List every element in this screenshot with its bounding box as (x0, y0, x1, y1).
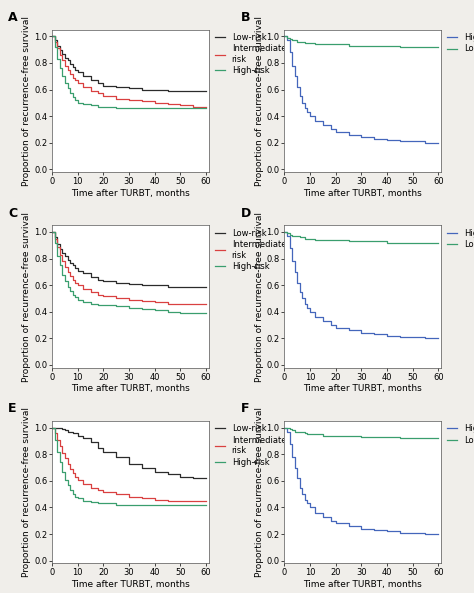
Text: C: C (9, 206, 18, 219)
Legend: High-risk, Low-risk: High-risk, Low-risk (444, 421, 474, 448)
Y-axis label: Proportion of recurrence-free survival: Proportion of recurrence-free survival (22, 212, 31, 381)
Y-axis label: Proportion of recurrence-free survival: Proportion of recurrence-free survival (22, 16, 31, 186)
Legend: Low-risk, Intermediate-
risk, High-risk: Low-risk, Intermediate- risk, High-risk (212, 30, 292, 79)
Text: B: B (241, 11, 250, 24)
Text: F: F (241, 402, 249, 415)
Legend: High-risk, Low-risk: High-risk, Low-risk (444, 225, 474, 253)
X-axis label: Time after TURBT, months: Time after TURBT, months (303, 580, 422, 589)
Text: D: D (241, 206, 251, 219)
Y-axis label: Proportion of recurrence-free survival: Proportion of recurrence-free survival (22, 407, 31, 577)
Y-axis label: Proportion of recurrence-free survival: Proportion of recurrence-free survival (255, 16, 264, 186)
X-axis label: Time after TURBT, months: Time after TURBT, months (303, 384, 422, 393)
Legend: Low-risk, Intermediate-
risk, High-risk: Low-risk, Intermediate- risk, High-risk (212, 225, 292, 275)
Legend: Low-risk, Intermediate-
risk, High-risk: Low-risk, Intermediate- risk, High-risk (212, 421, 292, 470)
Legend: High-risk, Low-risk: High-risk, Low-risk (444, 30, 474, 57)
Text: A: A (9, 11, 18, 24)
Text: E: E (9, 402, 17, 415)
Y-axis label: Proportion of recurrence-free survival: Proportion of recurrence-free survival (255, 212, 264, 381)
X-axis label: Time after TURBT, months: Time after TURBT, months (71, 580, 190, 589)
X-axis label: Time after TURBT, months: Time after TURBT, months (71, 189, 190, 197)
Y-axis label: Proportion of recurrence-free survival: Proportion of recurrence-free survival (255, 407, 264, 577)
X-axis label: Time after TURBT, months: Time after TURBT, months (303, 189, 422, 197)
X-axis label: Time after TURBT, months: Time after TURBT, months (71, 384, 190, 393)
